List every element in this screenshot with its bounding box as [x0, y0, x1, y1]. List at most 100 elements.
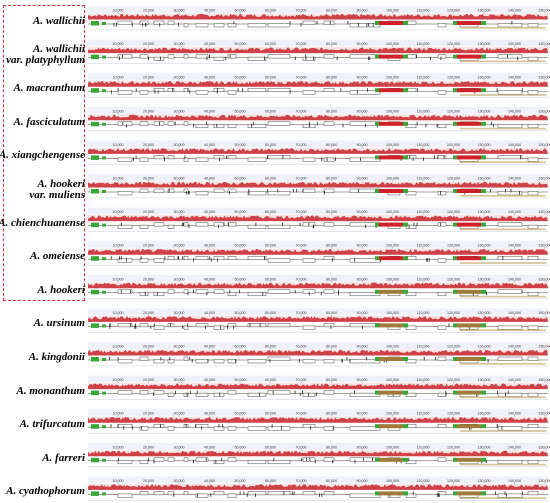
- scale-tick-label: 40,000: [204, 177, 215, 181]
- gene-tick: [235, 359, 237, 363]
- rrna-flank: [403, 222, 408, 227]
- rrna-flank: [453, 21, 457, 25]
- trna-block: [102, 358, 106, 361]
- gene-tick: [501, 426, 503, 430]
- gene-box: [497, 54, 523, 59]
- gene-box: [497, 155, 523, 160]
- rrna-flank: [403, 457, 408, 462]
- gene-tick: [302, 390, 303, 395]
- track-row: 10,000 20,000 30,000 40,000 50,000 60,000 70,0…: [88, 342, 550, 367]
- scale-tick-label: 40,000: [204, 244, 215, 248]
- species-label-line: var. platyphyllum: [6, 54, 85, 67]
- scale-tick-label: 20,000: [143, 177, 154, 181]
- scale-tick-label: 20,000: [143, 479, 154, 483]
- scale-tick-label: 20,000: [143, 9, 154, 13]
- rrna-block: [457, 256, 481, 261]
- gene-tick: [491, 121, 492, 126]
- scale-tick-label: 130,000: [478, 143, 491, 147]
- gene-tick: [510, 189, 512, 193]
- identity-curve: [88, 114, 548, 121]
- rrna-block: [379, 323, 403, 328]
- gene-box: [153, 222, 165, 227]
- gene-tick: [505, 493, 507, 497]
- scale-tick-label: 140,000: [508, 378, 521, 382]
- gene-box: [167, 289, 175, 294]
- scale-tick-label: 120,000: [447, 177, 460, 181]
- rrna-flank: [481, 390, 486, 395]
- gene-box: [195, 222, 209, 227]
- gene-tick: [505, 189, 506, 193]
- rrna-flank: [403, 491, 408, 496]
- track-row: 10,000 20,000 30,000 40,000 50,000 60,000 70,0…: [88, 106, 550, 132]
- trna-block: [91, 54, 99, 60]
- gene-box: [195, 124, 209, 129]
- scale-tick-label: 140,000: [508, 42, 521, 46]
- gene-box: [302, 157, 316, 162]
- gene-tick: [193, 123, 195, 128]
- gene-box: [497, 289, 523, 294]
- rrna-flank: [481, 189, 486, 193]
- gene-tick: [349, 359, 351, 363]
- rrna-block: [379, 155, 403, 160]
- gene-tick: [210, 258, 212, 262]
- gene-box: [437, 392, 447, 397]
- rrna-block: [457, 491, 481, 496]
- gene-box: [323, 121, 335, 126]
- gene-tick: [272, 390, 274, 395]
- gene-box: [405, 325, 417, 330]
- rrna-flank: [481, 54, 486, 59]
- gene-box: [195, 323, 209, 328]
- gene-box: [183, 457, 189, 462]
- gene-box: [117, 54, 133, 59]
- gene-tick: [169, 323, 171, 327]
- gene-tick: [416, 222, 418, 227]
- scale-tick-label: 140,000: [508, 210, 521, 214]
- rrna-flank: [453, 357, 457, 361]
- identity-curve: [88, 181, 548, 188]
- trna-block: [102, 55, 106, 59]
- ir-region: [460, 363, 546, 365]
- gene-tick: [142, 23, 144, 27]
- gene-box: [527, 124, 539, 129]
- gene-box: [227, 255, 237, 260]
- gene-box: [323, 157, 335, 162]
- scale-background: [88, 375, 548, 383]
- gene-box: [195, 23, 209, 28]
- identity-curve: [88, 47, 548, 54]
- gene-tick: [283, 491, 285, 495]
- gene-tick: [227, 325, 228, 329]
- scale-tick-label: 20,000: [143, 210, 154, 214]
- gene-tick: [255, 222, 257, 227]
- scale-tick-label: 130,000: [478, 412, 491, 416]
- identity-curve: [88, 148, 548, 154]
- gene-box: [247, 191, 267, 196]
- gene-box: [527, 191, 539, 196]
- gene-tick: [223, 222, 225, 227]
- trna-block: [91, 323, 99, 328]
- gene-tick: [109, 325, 111, 329]
- gene-tick: [521, 289, 523, 294]
- track-row: 10,000 20,000 30,000 40,000 50,000 60,000 70,0…: [88, 6, 550, 31]
- scale-tick-label: 20,000: [143, 412, 154, 416]
- scale-tick-label: 140,000: [508, 109, 521, 113]
- scale-tick-label: 80,000: [326, 210, 337, 214]
- gene-box: [139, 460, 149, 465]
- scale-tick-label: 80,000: [326, 143, 337, 147]
- gene-tick: [248, 189, 250, 193]
- rrna-flank: [403, 121, 408, 126]
- scale-tick-label: 110,000: [417, 42, 430, 46]
- gene-tick: [502, 256, 504, 260]
- gene-tick: [233, 21, 235, 25]
- rrna-flank: [375, 54, 379, 59]
- scale-tick-label: 140,000: [508, 9, 521, 13]
- gene-box: [139, 20, 149, 25]
- scale-tick-label: 140,000: [508, 345, 521, 349]
- scale-tick-label: 90,000: [357, 76, 368, 80]
- gene-tick: [336, 56, 338, 61]
- scale-tick-label: 150,000: [539, 42, 550, 46]
- trna-block: [91, 88, 99, 93]
- rrna-flank: [453, 491, 457, 496]
- scale-tick-label: 30,000: [174, 378, 185, 382]
- gene-box: [183, 255, 189, 260]
- trna-block: [102, 156, 106, 160]
